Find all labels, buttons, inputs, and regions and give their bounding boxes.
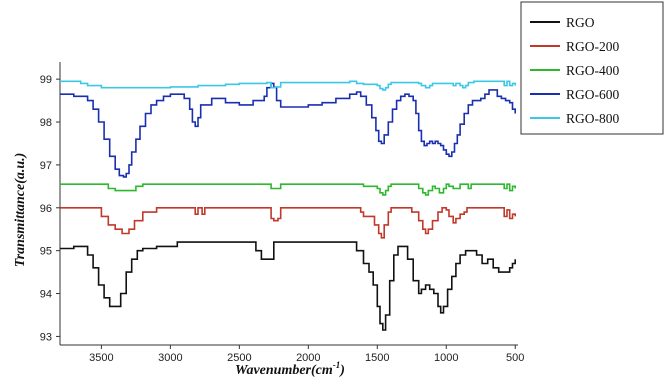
- legend-label: RGO: [566, 15, 595, 30]
- x-axis-title-main: Wavenumber(cm: [235, 363, 333, 378]
- y-axis-ticks: 93 94 95 96 97 98 99: [40, 74, 60, 343]
- x-tick-label: 1500: [365, 352, 389, 364]
- legend: RGO RGO-200 RGO-400 RGO-600 RGO-800: [520, 1, 664, 135]
- y-axis-title: Transmittance(a.u.): [13, 153, 28, 268]
- legend-label: RGO-400: [566, 63, 619, 78]
- y-tick-label: 94: [40, 289, 52, 301]
- series-group: [60, 80, 516, 331]
- x-axis-title-close: ): [338, 363, 345, 378]
- y-tick-label: 98: [40, 117, 52, 129]
- series-line-rgo: [60, 241, 516, 331]
- x-axis-title-sup: -1: [333, 360, 341, 370]
- series-line-rgo-600: [60, 82, 516, 178]
- y-tick-label: 99: [40, 74, 52, 86]
- x-tick-label: 1000: [434, 352, 458, 364]
- x-axis-ticks: 3500 3000 2500 2000 1500 1000 500: [89, 345, 524, 364]
- series-line-rgo-400: [60, 183, 516, 196]
- x-axis-title: Wavenumber(cm-1): [235, 360, 345, 378]
- plot-area: [59, 62, 518, 346]
- x-tick-label: 500: [506, 352, 524, 364]
- legend-label: RGO-800: [566, 111, 619, 126]
- y-tick-label: 96: [40, 203, 52, 215]
- legend-box: [520, 1, 664, 135]
- series-line-rgo-800: [60, 80, 516, 91]
- x-tick-label: 3500: [89, 352, 113, 364]
- y-tick-label: 97: [40, 160, 52, 172]
- legend-label: RGO-200: [566, 39, 619, 54]
- legend-label: RGO-600: [566, 87, 619, 102]
- series-line-rgo-200: [60, 207, 516, 239]
- y-tick-label: 95: [40, 246, 52, 258]
- x-tick-label: 2500: [227, 352, 251, 364]
- x-tick-label: 2000: [296, 352, 320, 364]
- y-tick-label: 93: [40, 331, 52, 343]
- x-tick-label: 3000: [158, 352, 182, 364]
